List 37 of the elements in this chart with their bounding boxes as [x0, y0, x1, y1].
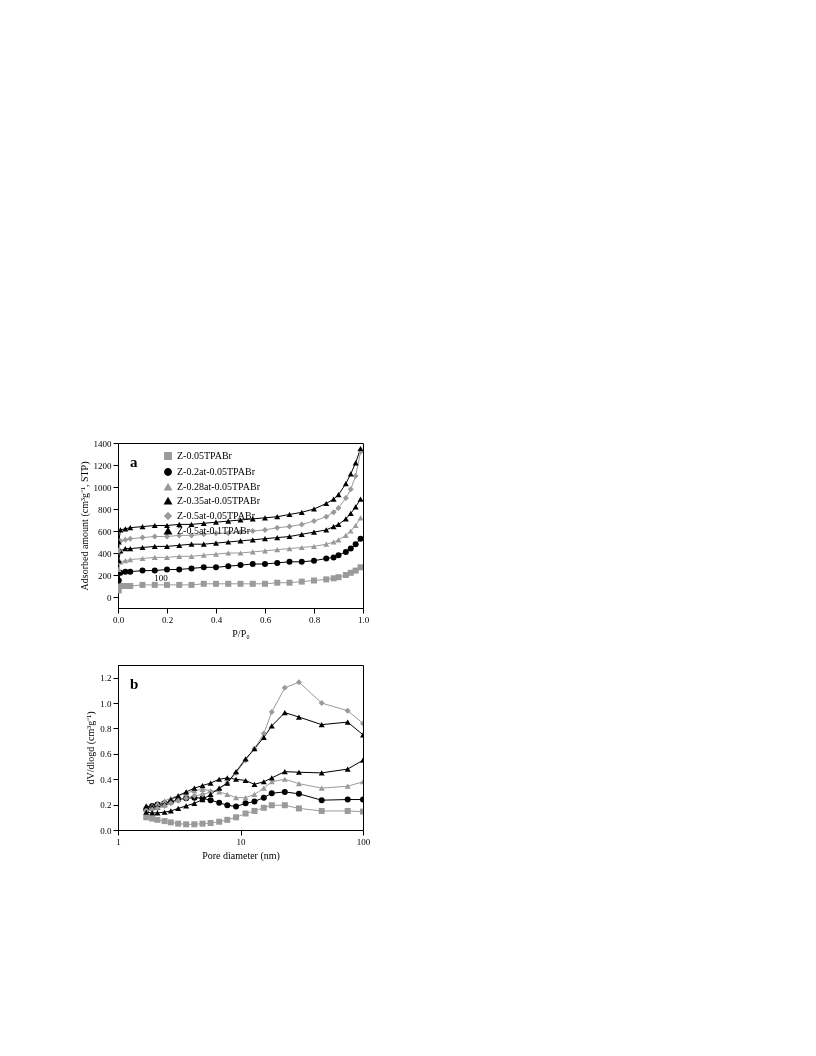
y-tick-label: 400	[98, 548, 112, 559]
y-tick-label: 0.4	[100, 774, 112, 785]
y-axis-title: dV/dlogd (cm³g⁻¹)	[85, 711, 98, 785]
x-tick-label: 1.0	[357, 614, 370, 625]
x-axis-title: Pore diameter (nm)	[202, 849, 280, 862]
legend-label: Z-0.5at-0.05TPABr	[177, 510, 256, 521]
legend-label: Z-0.5at-0.1TPABr	[177, 525, 251, 536]
y-tick-label: 1200	[93, 460, 112, 471]
y-tick-label: 1400	[93, 438, 112, 449]
x-tick-label: 0.8	[308, 614, 321, 625]
y-tick-label: 1.0	[100, 698, 112, 709]
y-tick-label: 600	[98, 526, 112, 537]
y-tick-label: 0	[107, 592, 112, 603]
x-tick-label: 100	[356, 836, 371, 847]
x-tick-label: 10	[236, 836, 246, 847]
legend-label: Z-0.05TPABr	[177, 450, 233, 461]
y-axis-title: Adsorbed amount (cm³g⁻¹, STP)	[78, 461, 91, 591]
x-tick-label: 0.6	[259, 614, 272, 625]
y-tick-label: 1.2	[100, 673, 112, 684]
legend-label: Z-0.28at-0.05TPABr	[177, 481, 261, 492]
legend-label: Z-0.2at-0.05TPABr	[177, 466, 256, 477]
legend-label: Z-0.35at-0.05TPABr	[177, 495, 261, 506]
annotation: a	[130, 454, 138, 470]
y-tick-label: 0.6	[100, 749, 112, 760]
annotation: 100	[154, 572, 169, 583]
x-tick-label: 1	[116, 836, 121, 847]
y-tick-label: 0.0	[100, 825, 112, 836]
x-tick-label: 0.4	[210, 614, 223, 625]
annotation: b	[130, 676, 139, 692]
x-tick-label: 0.2	[161, 614, 174, 625]
x-axis-title: P/P₀	[232, 627, 251, 639]
y-tick-label: 200	[98, 570, 112, 581]
y-tick-label: 1000	[93, 482, 112, 493]
x-tick-label: 0.0	[112, 614, 125, 625]
y-tick-label: 800	[98, 504, 112, 515]
y-tick-label: 0.8	[100, 723, 112, 734]
y-tick-label: 0.2	[100, 800, 112, 811]
